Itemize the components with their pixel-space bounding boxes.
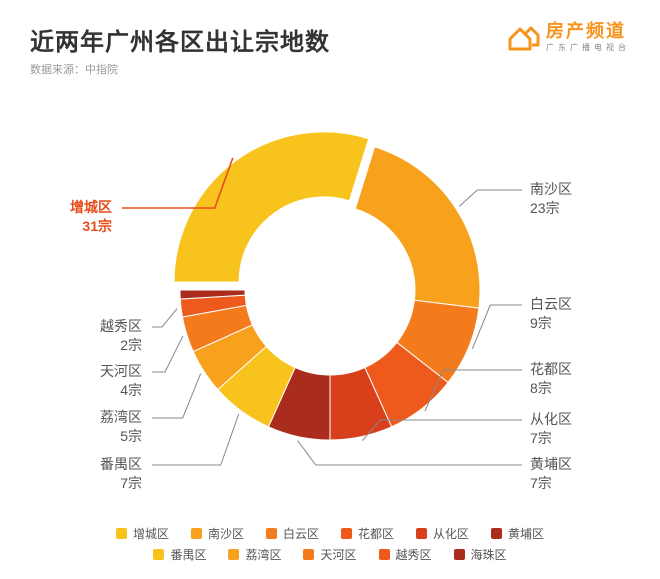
legend-swatch bbox=[491, 528, 502, 539]
brand-subtitle: 广东广播电视台 bbox=[546, 42, 630, 53]
legend-label: 增城区 bbox=[133, 525, 169, 542]
legend-item: 越秀区 bbox=[379, 546, 432, 563]
label-name: 南沙区 bbox=[530, 180, 572, 199]
label-baiyun: 白云区9宗 bbox=[530, 295, 572, 333]
label-tianhe: 天河区4宗 bbox=[100, 362, 142, 400]
legend-swatch bbox=[416, 528, 427, 539]
brand-name: 房产频道 bbox=[546, 22, 630, 40]
legend-label: 从化区 bbox=[433, 525, 469, 542]
label-value: 7宗 bbox=[100, 474, 142, 493]
label-name: 越秀区 bbox=[100, 317, 142, 336]
legend-label: 天河区 bbox=[320, 546, 356, 563]
legend-swatch bbox=[379, 549, 390, 560]
legend-swatch bbox=[153, 549, 164, 560]
legend-item: 增城区 bbox=[116, 525, 169, 542]
legend-item: 南沙区 bbox=[191, 525, 244, 542]
legend-swatch bbox=[454, 549, 465, 560]
legend-item: 番禺区 bbox=[153, 546, 206, 563]
leader-baiyun bbox=[472, 305, 522, 349]
legend-label: 海珠区 bbox=[471, 546, 507, 563]
label-name: 天河区 bbox=[100, 362, 142, 381]
legend-item: 天河区 bbox=[303, 546, 356, 563]
legend-swatch bbox=[191, 528, 202, 539]
label-value: 31宗 bbox=[70, 217, 112, 236]
label-value: 9宗 bbox=[530, 314, 572, 333]
label-name: 花都区 bbox=[530, 360, 572, 379]
label-value: 4宗 bbox=[100, 381, 142, 400]
legend-item: 荔湾区 bbox=[228, 546, 281, 563]
label-value: 5宗 bbox=[100, 427, 142, 446]
label-name: 番禺区 bbox=[100, 455, 142, 474]
label-name: 从化区 bbox=[530, 410, 572, 429]
legend-item: 从化区 bbox=[416, 525, 469, 542]
label-liwan: 荔湾区5宗 bbox=[100, 408, 142, 446]
leader-nansha bbox=[459, 190, 522, 206]
legend-item: 黄埔区 bbox=[491, 525, 544, 542]
label-value: 2宗 bbox=[100, 336, 142, 355]
label-name: 增城区 bbox=[70, 198, 112, 217]
label-value: 23宗 bbox=[530, 199, 572, 218]
legend-swatch bbox=[303, 549, 314, 560]
legend-label: 花都区 bbox=[358, 525, 394, 542]
legend-swatch bbox=[266, 528, 277, 539]
legend-swatch bbox=[116, 528, 127, 539]
brand: 房产频道 广东广播电视台 bbox=[506, 22, 630, 53]
label-value: 7宗 bbox=[530, 474, 572, 493]
legend-item: 海珠区 bbox=[454, 546, 507, 563]
donut-chart: 增城区31宗南沙区23宗白云区9宗花都区8宗从化区7宗黄埔区7宗番禺区7宗荔湾区… bbox=[0, 70, 660, 510]
label-conghua: 从化区7宗 bbox=[530, 410, 572, 448]
slice-zengcheng bbox=[174, 132, 369, 282]
leader-tianhe bbox=[152, 336, 183, 372]
label-nansha: 南沙区23宗 bbox=[530, 180, 572, 218]
label-yuexiu: 越秀区2宗 bbox=[100, 317, 142, 355]
legend-label: 黄埔区 bbox=[508, 525, 544, 542]
label-value: 7宗 bbox=[530, 429, 572, 448]
leader-panyu bbox=[152, 414, 239, 465]
label-name: 荔湾区 bbox=[100, 408, 142, 427]
header: 近两年广州各区出让宗地数 数据来源：中指院 房产频道 广东广播电视台 bbox=[30, 22, 630, 77]
brand-logo-icon bbox=[506, 23, 540, 53]
label-huadu: 花都区8宗 bbox=[530, 360, 572, 398]
label-huangpu: 黄埔区7宗 bbox=[530, 455, 572, 493]
label-zengcheng: 增城区31宗 bbox=[70, 198, 112, 236]
legend-label: 番禺区 bbox=[170, 546, 206, 563]
legend-label: 荔湾区 bbox=[245, 546, 281, 563]
label-value: 8宗 bbox=[530, 379, 572, 398]
brand-text: 房产频道 广东广播电视台 bbox=[546, 22, 630, 53]
leader-huangpu bbox=[298, 441, 522, 465]
legend-item: 白云区 bbox=[266, 525, 319, 542]
label-panyu: 番禺区7宗 bbox=[100, 455, 142, 493]
legend-item: 花都区 bbox=[341, 525, 394, 542]
label-name: 白云区 bbox=[530, 295, 572, 314]
legend-swatch bbox=[341, 528, 352, 539]
label-name: 黄埔区 bbox=[530, 455, 572, 474]
leader-liwan bbox=[152, 374, 201, 418]
leader-yuexiu bbox=[152, 309, 177, 327]
legend: 增城区 南沙区 白云区 花都区 从化区 黄埔区番禺区 荔湾区 天河区 越秀区 海珠区 bbox=[0, 525, 660, 563]
legend-label: 白云区 bbox=[283, 525, 319, 542]
page-title: 近两年广州各区出让宗地数 bbox=[30, 22, 330, 57]
title-block: 近两年广州各区出让宗地数 数据来源：中指院 bbox=[30, 22, 330, 77]
legend-label: 南沙区 bbox=[208, 525, 244, 542]
legend-label: 越秀区 bbox=[396, 546, 432, 563]
legend-swatch bbox=[228, 549, 239, 560]
slice-nansha bbox=[355, 147, 480, 308]
